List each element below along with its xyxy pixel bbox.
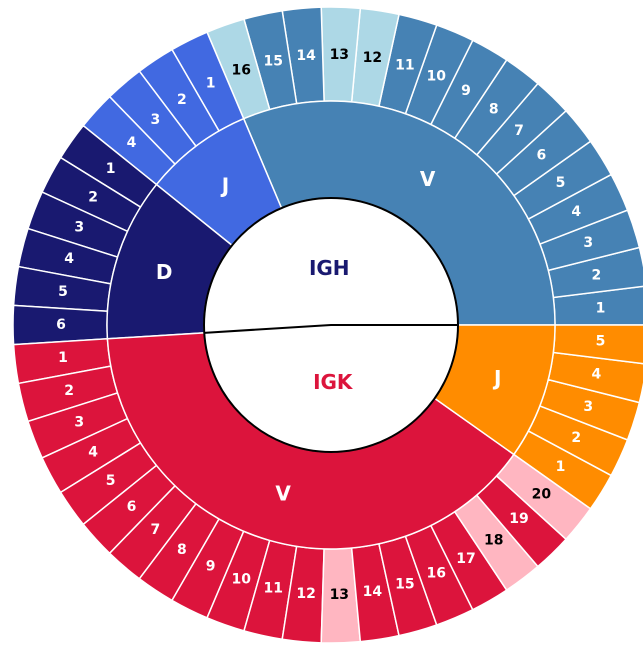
segment-label: 2 [592,267,602,283]
segment-label: 4 [64,251,74,267]
segment-label: 9 [461,83,471,99]
segment-label: 2 [88,189,98,205]
segment-label: 8 [489,102,499,118]
segment-label: 19 [509,511,528,527]
segment-label: 5 [58,284,68,300]
segment-label: 11 [263,581,282,597]
segment-label: 11 [395,57,414,73]
group-label: J [220,173,229,197]
segment-label: 5 [596,334,606,350]
segment-label: 5 [106,473,116,489]
segment-label: 10 [232,572,252,588]
segment-label: 2 [571,430,581,446]
segment-label: 9 [206,559,216,575]
segment-label: 18 [484,532,503,548]
segment-label: 3 [583,235,593,251]
segment-label: 5 [556,175,566,191]
segment-label: 3 [74,415,84,431]
segment-label: 1 [106,161,116,177]
segment-label: 6 [536,148,546,164]
locus-label: IGK [313,370,354,394]
segment-label: 20 [532,486,552,502]
segment-label: 4 [127,135,137,151]
segment-label: 14 [363,584,383,600]
segment-label: 1 [596,300,606,316]
group-label: V [420,167,436,191]
segment-label: 7 [150,522,160,538]
segment-label: 1 [58,350,68,366]
segment-label: 16 [427,566,446,582]
group-label: J [492,366,501,390]
segment-label: 1 [206,75,216,91]
group-label: D [156,260,173,284]
segment-label: 3 [583,399,593,415]
segment-label: 10 [427,68,447,84]
segment-label: 4 [592,367,602,383]
segment-label: 7 [514,123,524,139]
segment-label: 4 [88,445,98,461]
segment-label: 2 [177,92,187,108]
segment-label: 14 [296,48,316,64]
segment-label: 15 [263,53,282,69]
segment-label: 2 [64,383,74,399]
divider [204,324,458,334]
segment-label: 1 [556,459,566,475]
segment-label: 8 [177,542,187,558]
segment-label: 17 [456,551,475,567]
segment-label: 12 [363,50,382,66]
segment-label: 13 [330,47,349,63]
locus-label: IGH [309,256,350,280]
segment-label: 16 [232,62,251,78]
segment-label: 3 [150,112,160,128]
segment-label: 6 [56,317,66,333]
segment-label: 12 [296,586,315,602]
group-label: V [275,481,291,505]
segment-label: 6 [127,499,137,515]
segment-label: 15 [395,577,414,593]
segment-label: 4 [571,204,581,220]
segment-label: 3 [74,219,84,235]
segment-label: 13 [330,587,349,603]
